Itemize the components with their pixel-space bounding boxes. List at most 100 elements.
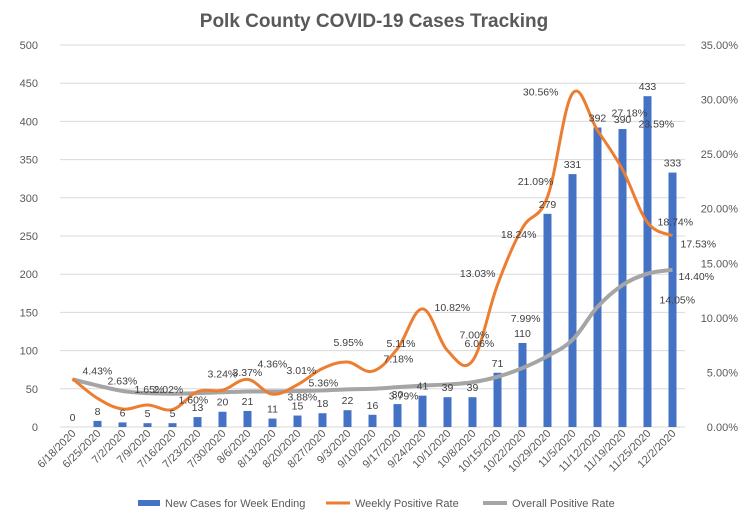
bar (118, 422, 127, 427)
bar-labels: 0 8 6 5 5 13 20 21 11 15 18 22 16 30 41 39 39 71 110 279 331… (70, 81, 682, 424)
weekly-rate-label: 5.11% (387, 338, 416, 350)
weekly-rate-label: 2.63% (108, 375, 138, 387)
weekly-rate-label: 21.09% (518, 176, 554, 188)
weekly-rate-label: 13.03% (460, 268, 496, 280)
lines (71, 89, 674, 412)
bar-value-label: 333 (664, 158, 682, 170)
y-tick-label: 0 (32, 422, 38, 434)
legend-label-weekly-rate: Weekly Positive Rate (355, 498, 459, 510)
overall-rate-label: 7.99% (511, 313, 541, 325)
bar-value-label: 39 (442, 382, 454, 394)
y-tick-label: 400 (20, 116, 38, 128)
bar (218, 411, 227, 427)
bar-value-label: 8 (95, 406, 101, 418)
legend-swatch-new-cases (138, 500, 160, 506)
bar-value-label: 71 (492, 358, 504, 370)
weekly-rate-label: 5.36% (309, 377, 339, 389)
bar-value-label: 21 (242, 396, 254, 408)
bar-value-label: 390 (614, 114, 632, 126)
y-tick-label: 500 (20, 40, 38, 52)
bar-value-label: 11 (267, 404, 278, 416)
bar (268, 418, 277, 427)
overall-rate-label: 14.40% (679, 271, 715, 283)
bars (93, 96, 677, 428)
weekly-rate-label: 23.59% (639, 119, 675, 131)
weekly-rate-label: 1.65% (135, 384, 165, 396)
y2-axis-ticks: 0.00% 5.00% 10.00% 15.00% 20.00% 25.00% 30.00%… (701, 40, 739, 434)
bar-value-label: 433 (639, 81, 657, 93)
weekly-rate-label: 4.43% (83, 366, 113, 378)
bar (93, 420, 102, 427)
bar (568, 174, 577, 427)
bar (243, 410, 252, 427)
weekly-rate-label: 7.00% (460, 330, 490, 342)
weekly-rate-label: 3.01% (287, 365, 317, 377)
weekly-rate-label: 6.06% (465, 338, 495, 350)
weekly-rate-label: 17.53% (681, 239, 717, 251)
bar (593, 127, 602, 428)
y-tick-label: 350 (20, 155, 38, 167)
chart-title: Polk County COVID-19 Cases Tracking (200, 11, 548, 32)
weekly-rate-label: 3.37% (233, 367, 263, 379)
y2-tick-label: 5.00% (707, 367, 738, 379)
weekly-rate-label: 10.82% (435, 302, 471, 314)
bar-value-label: 5 (170, 408, 176, 420)
legend-label-new-cases: New Cases for Week Ending (165, 498, 305, 510)
y-tick-label: 250 (20, 231, 38, 243)
y-tick-label: 100 (20, 346, 38, 358)
overall-rate-label: 3.79% (389, 391, 419, 403)
bar-value-label: 6 (120, 407, 126, 419)
y-tick-label: 300 (20, 193, 38, 205)
bar-value-label: 13 (192, 402, 204, 414)
bar (543, 213, 552, 427)
bar-value-label: 279 (539, 199, 557, 211)
bar-value-label: 22 (342, 395, 354, 407)
bar-value-label: 0 (70, 412, 76, 424)
overall-rate-label: 14.05% (660, 295, 696, 307)
line-labels: 4.43%2.63%1.65%2.02%1.60% 3.24%3.37%4.36%… (83, 86, 717, 406)
y-tick-label: 150 (20, 307, 38, 319)
bar-value-label: 16 (367, 400, 379, 412)
y2-tick-label: 25.00% (701, 149, 739, 161)
y2-tick-label: 10.00% (701, 313, 739, 325)
bar (168, 423, 177, 427)
weekly-rate-label: 7.18% (384, 354, 414, 366)
bar (643, 96, 652, 428)
weekly-rate-label: 5.95% (334, 337, 364, 349)
bar (343, 410, 352, 427)
weekly-rate-label: 3.24% (208, 369, 238, 381)
bar (393, 404, 402, 427)
bar (318, 413, 327, 427)
bar (368, 414, 377, 427)
bar-value-label: 110 (514, 328, 531, 340)
bar (293, 415, 302, 427)
bar (418, 395, 427, 427)
y2-tick-label: 15.00% (701, 258, 739, 270)
legend-label-overall-rate: Overall Positive Rate (512, 498, 615, 510)
bar (518, 342, 527, 427)
y-tick-label: 50 (26, 384, 38, 396)
weekly-rate-label: 3.88% (288, 392, 318, 404)
bar-value-label: 392 (589, 113, 607, 125)
weekly-rate-label: 4.36% (258, 358, 288, 370)
y-tick-label: 200 (20, 269, 38, 281)
weekly-rate-label: 30.56% (523, 86, 559, 98)
weekly-rate-label: 1.60% (179, 395, 209, 407)
weekly-rate-label: 18.24% (501, 229, 537, 241)
weekly-rate-label: 18.74% (658, 216, 694, 228)
y-tick-label: 450 (20, 78, 38, 90)
bar-value-label: 5 (145, 408, 151, 420)
bar-value-label: 18 (317, 398, 329, 410)
y2-tick-label: 35.00% (701, 40, 739, 52)
bar-value-label: 30 (392, 389, 404, 401)
bar-value-label: 20 (217, 397, 229, 409)
legend: New Cases for Week Ending Weekly Positiv… (138, 498, 615, 510)
y2-tick-label: 30.00% (701, 95, 739, 107)
bar-value-label: 39 (467, 382, 479, 394)
bar (493, 372, 502, 427)
bar-value-label: 41 (417, 381, 429, 393)
weekly-rate-label: 2.02% (154, 384, 184, 396)
bar-value-label: 331 (564, 159, 582, 171)
y2-tick-label: 0.00% (707, 422, 738, 434)
